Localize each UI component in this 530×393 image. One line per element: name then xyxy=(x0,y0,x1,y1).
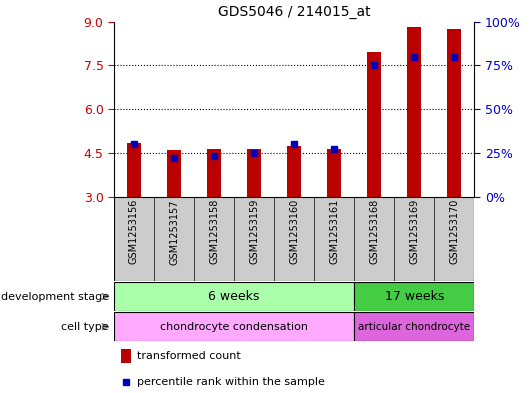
Bar xyxy=(367,52,381,196)
Bar xyxy=(354,312,474,341)
Text: GSM1253170: GSM1253170 xyxy=(449,199,460,264)
Bar xyxy=(407,27,421,196)
Text: cell type: cell type xyxy=(61,322,109,332)
Bar xyxy=(447,29,461,196)
Text: 6 weeks: 6 weeks xyxy=(208,290,260,303)
Bar xyxy=(114,312,354,341)
Text: GSM1253159: GSM1253159 xyxy=(249,199,259,264)
Title: GDS5046 / 214015_at: GDS5046 / 214015_at xyxy=(218,5,370,19)
Bar xyxy=(121,349,131,364)
Text: GSM1253169: GSM1253169 xyxy=(409,199,419,264)
Text: GSM1253160: GSM1253160 xyxy=(289,199,299,264)
Text: percentile rank within the sample: percentile rank within the sample xyxy=(137,377,325,387)
Bar xyxy=(287,146,301,196)
Bar xyxy=(354,282,474,311)
Text: GSM1253158: GSM1253158 xyxy=(209,199,219,264)
Bar xyxy=(207,149,221,196)
Text: GSM1253157: GSM1253157 xyxy=(169,199,179,264)
Text: 17 weeks: 17 weeks xyxy=(385,290,444,303)
Bar xyxy=(114,282,354,311)
Bar xyxy=(327,149,341,196)
Text: articular chondrocyte: articular chondrocyte xyxy=(358,322,470,332)
Text: GSM1253156: GSM1253156 xyxy=(129,199,139,264)
Bar xyxy=(247,149,261,196)
Bar xyxy=(167,150,181,196)
Bar xyxy=(127,143,141,196)
Text: transformed count: transformed count xyxy=(137,351,241,361)
Text: GSM1253168: GSM1253168 xyxy=(369,199,379,264)
Text: development stage: development stage xyxy=(1,292,109,301)
Text: chondrocyte condensation: chondrocyte condensation xyxy=(160,322,308,332)
Text: GSM1253161: GSM1253161 xyxy=(329,199,339,264)
